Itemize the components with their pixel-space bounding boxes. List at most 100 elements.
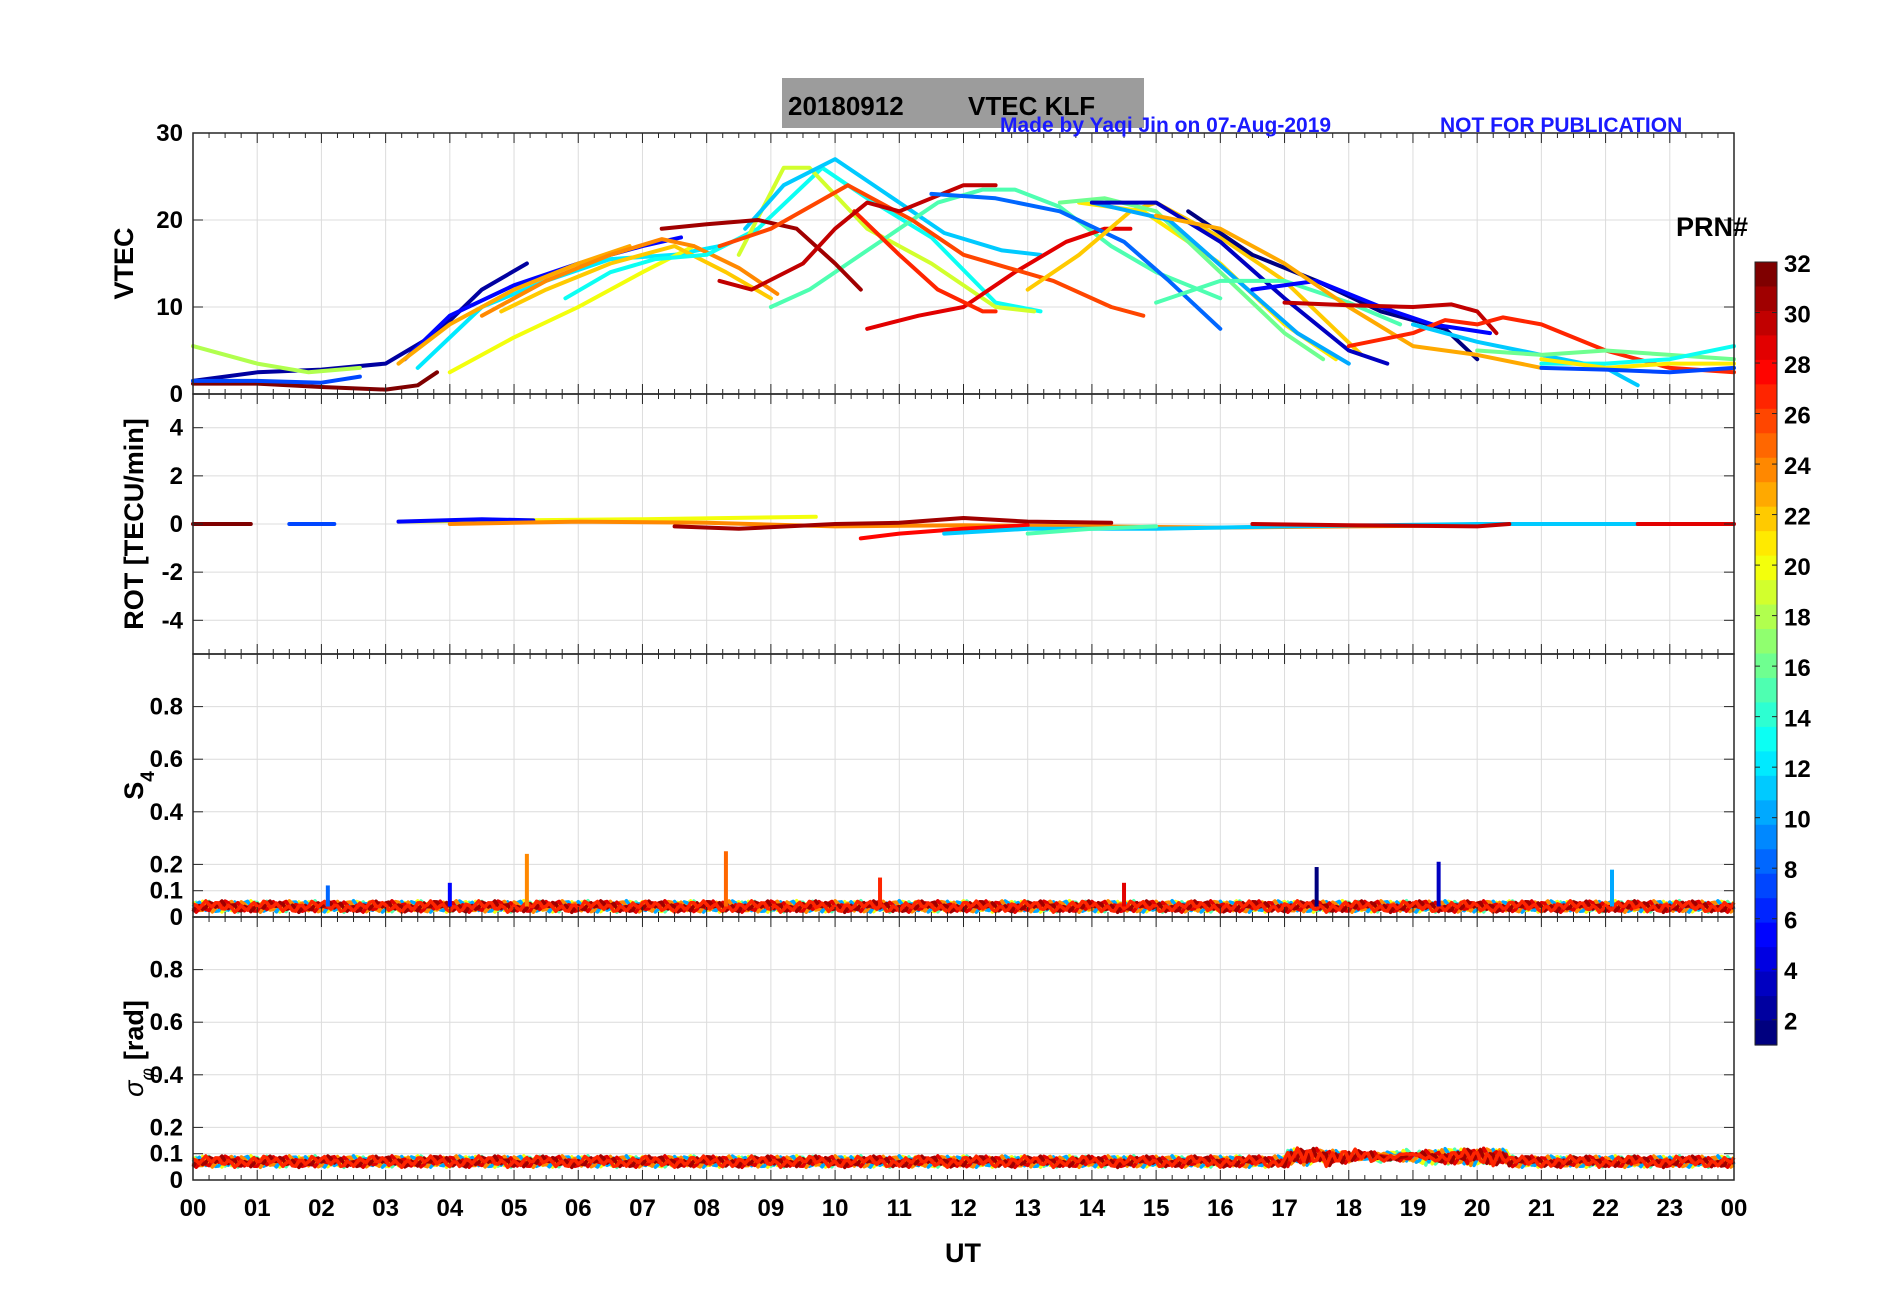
- sigma-symbol: σ: [119, 1079, 149, 1097]
- series-line-prn-7: [191, 374, 362, 385]
- colorbar-cell: [1755, 433, 1777, 459]
- y-axis-label-subscript: 4: [138, 771, 159, 782]
- y-axis-label: σφ [rad]: [119, 1000, 159, 1097]
- series-line-prn-15: [1154, 278, 1403, 327]
- y-tick-label: 0.2: [150, 851, 183, 878]
- colorbar-cell: [1755, 702, 1777, 728]
- colorbar-cell: [1755, 310, 1777, 337]
- x-tick-label: 08: [693, 1195, 720, 1222]
- series-line-prn-10: [1089, 200, 1351, 366]
- y-axis-label: ROT [TECU/min]: [119, 418, 149, 629]
- y-tick-label: 0.4: [150, 1062, 184, 1089]
- series-line-prn-30: [1282, 300, 1499, 336]
- colorbar-cell: [1755, 677, 1777, 704]
- series-line-prn-28: [858, 523, 1030, 541]
- x-tick-label: 13: [1014, 1195, 1041, 1222]
- colorbar-tick-label: 26: [1784, 403, 1811, 430]
- x-tick-label: 14: [1079, 1195, 1106, 1222]
- x-tick-label: 09: [758, 1195, 785, 1222]
- x-tick-label: 20: [1464, 1195, 1491, 1222]
- colorbar-cell: [1755, 335, 1777, 361]
- series-line-prn-21: [1539, 357, 1736, 370]
- series-line-prn-11: [743, 157, 1043, 257]
- colorbar-cell: [1755, 555, 1777, 581]
- not-for-publication: NOT FOR PUBLICATION: [1440, 114, 1682, 137]
- series-line-prn-32: [191, 370, 439, 392]
- x-tick-label: 04: [436, 1195, 463, 1222]
- colorbar-cell: [1755, 751, 1777, 777]
- colorbar-cell: [1755, 262, 1777, 288]
- x-tick-label: 10: [822, 1195, 849, 1222]
- x-tick-label: 07: [629, 1195, 656, 1222]
- phi-subscript: φ: [138, 1068, 159, 1080]
- colorbar-tick-label: 20: [1784, 554, 1811, 581]
- y-tick-label: 0.1: [150, 1141, 183, 1168]
- colorbar-cell: [1755, 947, 1777, 973]
- colorbar-cell: [1755, 726, 1777, 752]
- y-tick-label: 0.4: [150, 799, 184, 826]
- x-tick-label: 22: [1592, 1195, 1619, 1222]
- colorbar-tick-label: 4: [1784, 958, 1798, 985]
- series-line-prn-29: [191, 1146, 1735, 1170]
- colorbar-tick-label: 6: [1784, 908, 1797, 935]
- x-tick-label: 00: [180, 1195, 207, 1222]
- colorbar-cell: [1755, 971, 1777, 997]
- colorbar-cell: [1755, 653, 1777, 679]
- colorbar-cell: [1755, 873, 1777, 899]
- series-line-prn-22: [499, 244, 773, 314]
- colorbar-cell: [1755, 922, 1777, 948]
- y-tick-label: 4: [170, 415, 184, 442]
- colorbar-tick-label: 8: [1784, 857, 1797, 884]
- series-line-prn-3: [1089, 200, 1390, 366]
- y-tick-label: -4: [162, 607, 184, 634]
- colorbar-cell: [1755, 506, 1777, 532]
- y-tick-label: 0: [170, 1167, 183, 1194]
- colorbar-tick-label: 12: [1784, 756, 1811, 783]
- colorbar-tick-label: 32: [1784, 251, 1811, 278]
- series-line-prn-26: [717, 183, 1146, 318]
- y-tick-label: 10: [156, 294, 183, 321]
- colorbar-tick-label: 22: [1784, 504, 1811, 531]
- y-tick-label: 20: [156, 207, 183, 234]
- panel-s4: 00.10.2 0.4 0.6 0.8 S4: [119, 653, 1736, 931]
- x-tick-label: 01: [244, 1195, 271, 1222]
- panel-vtec: 0 10 20 30 VTEC: [109, 120, 1736, 408]
- x-tick-label: 12: [950, 1195, 977, 1222]
- series-line-prn-11: [942, 522, 1736, 536]
- x-tick-label: 19: [1400, 1195, 1427, 1222]
- panel-rot: -4 -2 0 2 4 ROT [TECU/min]: [119, 393, 1736, 655]
- colorbar-cell: [1755, 286, 1777, 312]
- x-tick-label: 21: [1528, 1195, 1555, 1222]
- colorbar-cell: [1755, 531, 1777, 557]
- colorbar-cell: [1755, 580, 1777, 606]
- colorbar-cell: [1755, 384, 1777, 410]
- colorbar-cell: [1755, 800, 1777, 826]
- colorbar-tick-label: 2: [1784, 1009, 1797, 1036]
- series-line-prn-15: [768, 187, 1223, 309]
- y-tick-label: 0: [170, 511, 183, 538]
- series-line-prn-29: [865, 226, 1133, 331]
- panel-sigma_phi: 00.10.2 0.4 0.6 0.8 σφ [rad]: [119, 916, 1736, 1194]
- title-date: 20180912: [788, 91, 904, 121]
- x-tick-label: 23: [1656, 1195, 1683, 1222]
- colorbar-cell: [1755, 996, 1777, 1022]
- x-tick-label: 00: [1721, 1195, 1748, 1222]
- x-tick-label: 15: [1143, 1195, 1170, 1222]
- series-line-prn-20: [447, 244, 696, 375]
- y-tick-label: 0.1: [150, 878, 183, 905]
- series-line-prn-8: [929, 191, 1223, 331]
- x-tick-label: 18: [1335, 1195, 1362, 1222]
- colorbar-cell: [1755, 849, 1777, 875]
- y-tick-label: 30: [156, 120, 183, 147]
- colorbar-cell: [1755, 824, 1777, 850]
- series-line-prn-16: [1057, 196, 1326, 362]
- series-line-prn-15: [1025, 524, 1159, 536]
- y-tick-label: 2: [170, 463, 183, 490]
- series-line-prn-23: [396, 244, 632, 366]
- series-line-prn-19: [736, 165, 1037, 314]
- colorbar-cell: [1755, 1020, 1777, 1046]
- y-axis-label-unit: [rad]: [119, 1000, 149, 1060]
- x-tick-label: 02: [308, 1195, 335, 1222]
- colorbar-tick-label: 16: [1784, 655, 1811, 682]
- colorbar-tick-label: 18: [1784, 605, 1811, 632]
